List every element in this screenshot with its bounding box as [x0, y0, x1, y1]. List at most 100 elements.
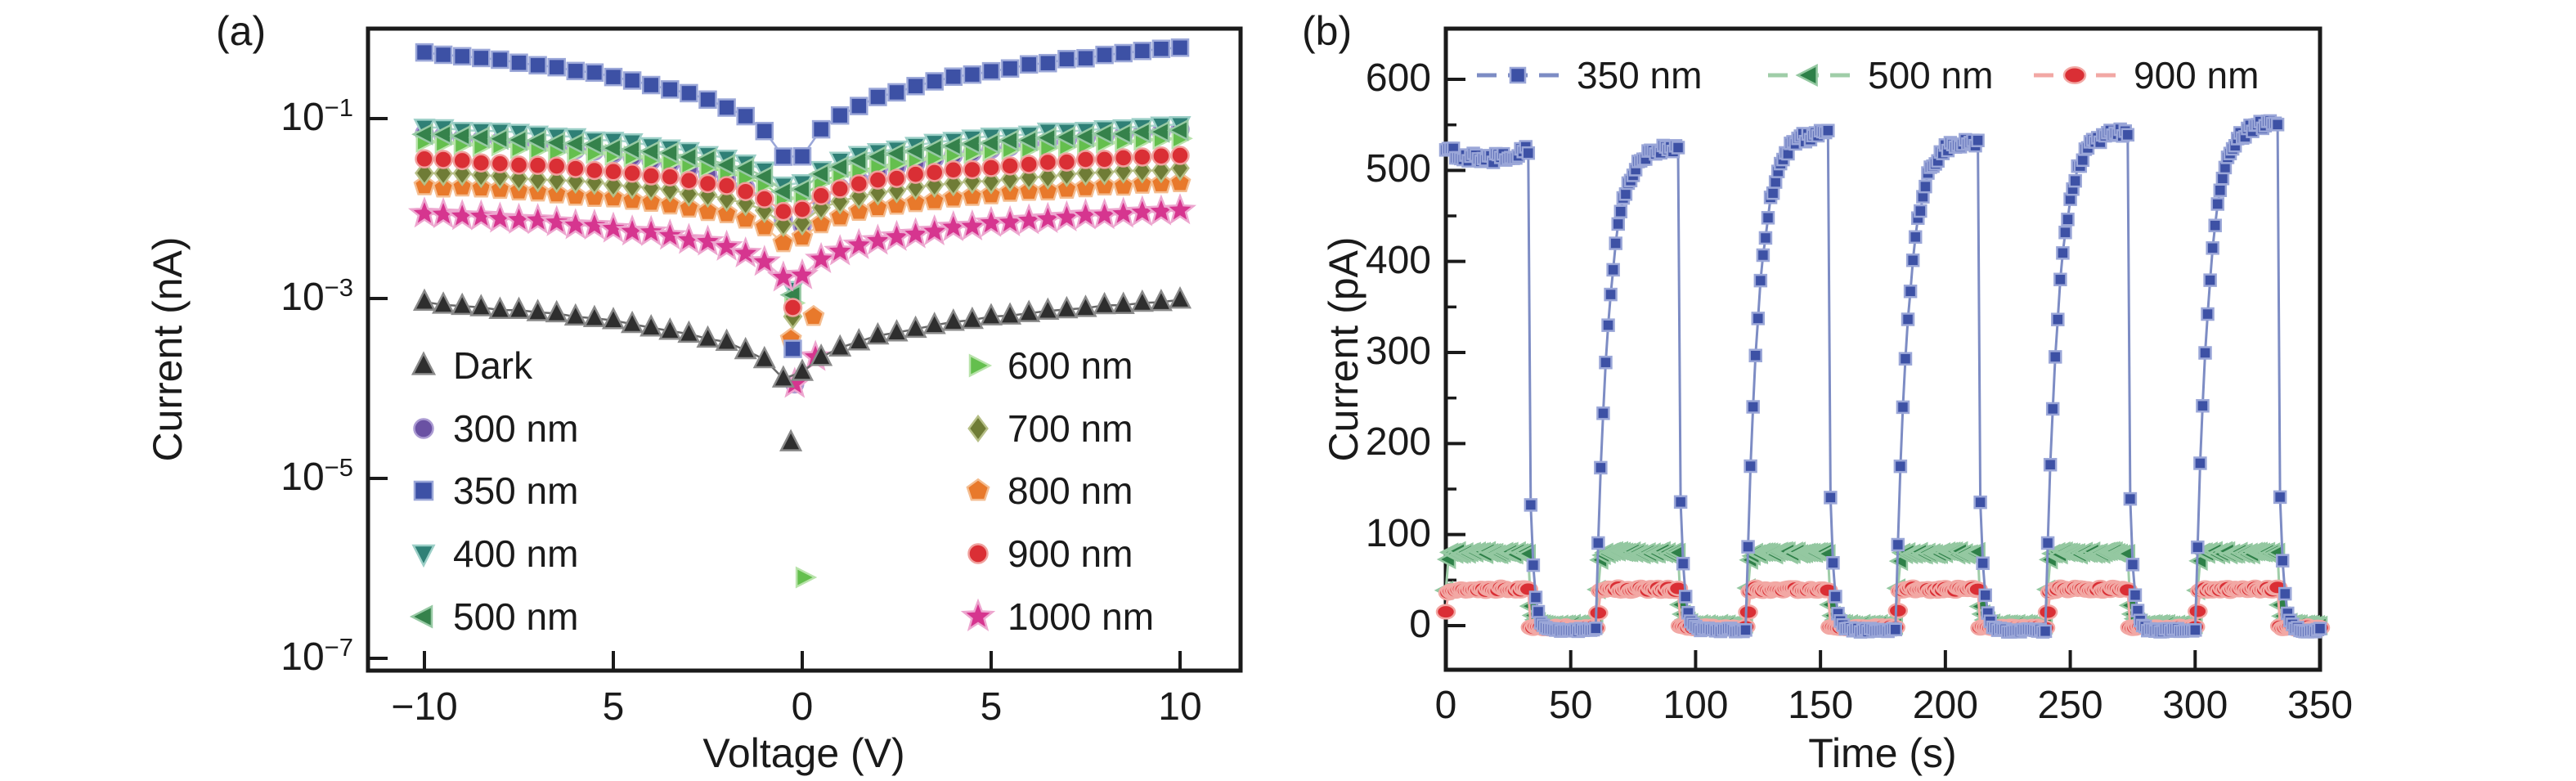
series-dark-marker: [771, 365, 795, 388]
series-350-marker: [472, 48, 491, 68]
series-900-marker: [490, 154, 510, 173]
series-dark-marker: [1055, 295, 1079, 319]
response-350-marker: [1908, 230, 1923, 245]
legend-b-900-label: 900 nm: [2134, 54, 2260, 97]
series-350-marker: [830, 105, 850, 125]
series-500-marker: [864, 146, 886, 168]
series-700-marker: [1170, 155, 1190, 182]
response-350-marker: [1826, 556, 1840, 570]
response-350-marker: [1526, 558, 1541, 572]
series-1000-marker: [994, 204, 1027, 236]
series-1000-marker: [691, 224, 725, 256]
series-350-marker: [774, 147, 793, 166]
series-500-marker: [732, 157, 755, 180]
response-350-marker: [1744, 459, 1757, 474]
panel-a-x-tick-label: 10: [1158, 685, 1202, 729]
series-800-marker: [772, 231, 795, 253]
series-900-marker: [509, 155, 529, 175]
series-800-marker: [1036, 179, 1059, 201]
legend-a-600-label: 600 nm: [1008, 344, 1133, 387]
series-800-marker: [658, 193, 681, 215]
response-350-marker: [1746, 400, 1760, 414]
series-dark-marker: [999, 302, 1022, 325]
response-350-marker: [2191, 540, 2205, 554]
series-dark-marker: [469, 294, 493, 316]
response-350-marker: [2278, 586, 2292, 601]
series-900-marker: [679, 170, 699, 191]
series-800-marker: [1169, 171, 1192, 193]
panel-b-x-tick-label: 50: [1549, 684, 1593, 727]
legend-a-300-label: 300 nm: [453, 407, 579, 450]
response-350-marker: [2056, 246, 2070, 260]
series-350-marker: [1057, 50, 1076, 69]
series-350-marker: [1076, 48, 1095, 68]
panel-b-label: (b): [1302, 8, 1353, 54]
panel-b-frame: [1443, 26, 2322, 672]
series-1000-marker: [710, 229, 743, 261]
series-500-marker: [1110, 123, 1133, 146]
series-dark-marker: [1074, 294, 1097, 317]
series-900-marker: [1057, 152, 1077, 172]
response-350-marker: [1756, 248, 1770, 263]
series-500-marker: [940, 134, 963, 158]
series-dark-marker: [1130, 289, 1154, 312]
response-350-marker: [1524, 498, 1538, 512]
series-900-marker: [660, 167, 680, 186]
series-dark-marker: [866, 321, 890, 345]
series-500-marker: [808, 163, 830, 186]
response-350-marker: [1903, 285, 1918, 298]
response-350-marker: [1671, 141, 1685, 155]
response-350-marker: [2210, 197, 2225, 211]
panel-b-x-tick-label: 250: [2037, 684, 2103, 727]
series-350-marker: [717, 98, 736, 117]
series-500-marker: [902, 140, 925, 163]
series-1000-marker: [824, 234, 857, 266]
series-1000-marker: [805, 241, 838, 274]
series-dark-marker: [734, 336, 757, 360]
response-350-marker: [2058, 225, 2072, 240]
series-dark-marker: [904, 315, 927, 339]
series-1000-marker: [577, 209, 611, 240]
series-800-marker: [677, 196, 700, 218]
response-900-marker: [1738, 604, 1758, 620]
series-dark-marker: [677, 320, 701, 343]
series-800-marker: [640, 191, 662, 212]
response-350-marker: [1919, 179, 1932, 194]
response-350-marker: [2061, 213, 2075, 227]
series-350-marker: [736, 106, 755, 126]
series-500-marker: [1167, 119, 1189, 141]
exponent: −7: [324, 633, 353, 662]
series-350-marker: [811, 119, 831, 139]
series-dark-marker: [941, 308, 965, 331]
series-dark-marker: [545, 299, 568, 323]
series-dark-marker: [563, 303, 587, 326]
response-350-marker: [2208, 218, 2222, 232]
series-900-dip-marker: [783, 298, 803, 317]
series-dark-dip-marker: [779, 429, 803, 451]
panel-b-y-tick-label: 100: [1365, 511, 1431, 555]
response-350-marker: [2193, 456, 2207, 470]
series-700-marker: [1075, 159, 1096, 186]
response-350-marker: [1531, 604, 1546, 619]
legend-a-900-marker: [967, 543, 989, 564]
response-350-marker: [1678, 590, 1693, 604]
legend-a-800-marker: [966, 478, 990, 501]
legend-a-400-label: 400 nm: [453, 532, 579, 575]
series-dark-marker: [979, 303, 1003, 325]
series-350-marker: [1114, 43, 1133, 63]
series-dark-marker: [752, 345, 776, 369]
panel-a-y-tick-label: 10−3: [280, 273, 353, 319]
response-350-marker: [2123, 491, 2138, 506]
series-900-marker: [1094, 150, 1115, 169]
series-350-marker: [850, 97, 868, 115]
series-dark-marker: [582, 304, 606, 328]
panel-b-y-tick-label: 300: [1365, 330, 1431, 373]
panel-a-x-tick-label: 0: [791, 685, 814, 729]
series-900-marker: [622, 164, 642, 183]
legend-a-300-marker: [413, 418, 434, 439]
series-900-marker: [433, 150, 453, 169]
series-dark-marker: [960, 306, 984, 330]
series-350-marker: [1170, 38, 1190, 57]
series-500-marker: [713, 154, 736, 177]
response-350-marker: [1604, 287, 1618, 302]
